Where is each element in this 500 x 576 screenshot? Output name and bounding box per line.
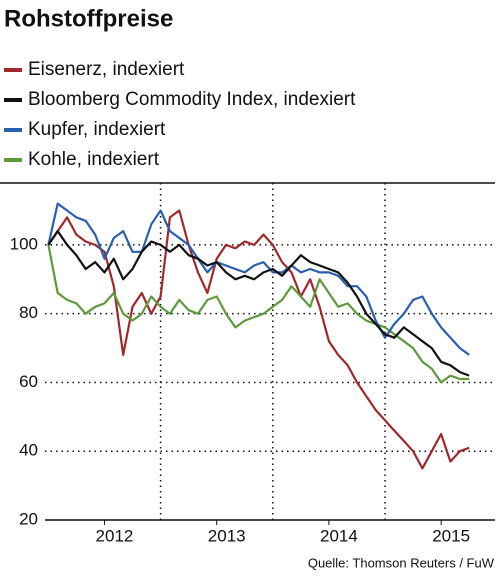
legend-label: Kohle, indexiert [28, 149, 160, 170]
y-tick-label: 60 [19, 372, 38, 391]
legend-label: Eisenerz, indexiert [28, 59, 185, 80]
x-tick-label: 2012 [96, 526, 134, 545]
legend-label: Bloomberg Commodity Index, indexiert [28, 89, 356, 110]
series-line [47, 202, 470, 356]
legend-label: Kupfer, indexiert [28, 119, 166, 140]
source-note: Quelle: Thomson Reuters / FuW [308, 555, 495, 570]
x-tick-label: 2014 [320, 526, 358, 545]
chart-title: Rohstoffpreise [4, 5, 173, 32]
y-tick-label: 40 [19, 441, 38, 460]
y-tick-label: 80 [19, 303, 38, 322]
y-tick-label: 100 [10, 234, 38, 253]
y-tick-label: 20 [19, 509, 38, 528]
series-line [47, 244, 470, 384]
series-line [47, 230, 470, 377]
series-line [47, 209, 470, 470]
x-tick-label: 2013 [208, 526, 246, 545]
x-tick-label: 2015 [432, 526, 470, 545]
